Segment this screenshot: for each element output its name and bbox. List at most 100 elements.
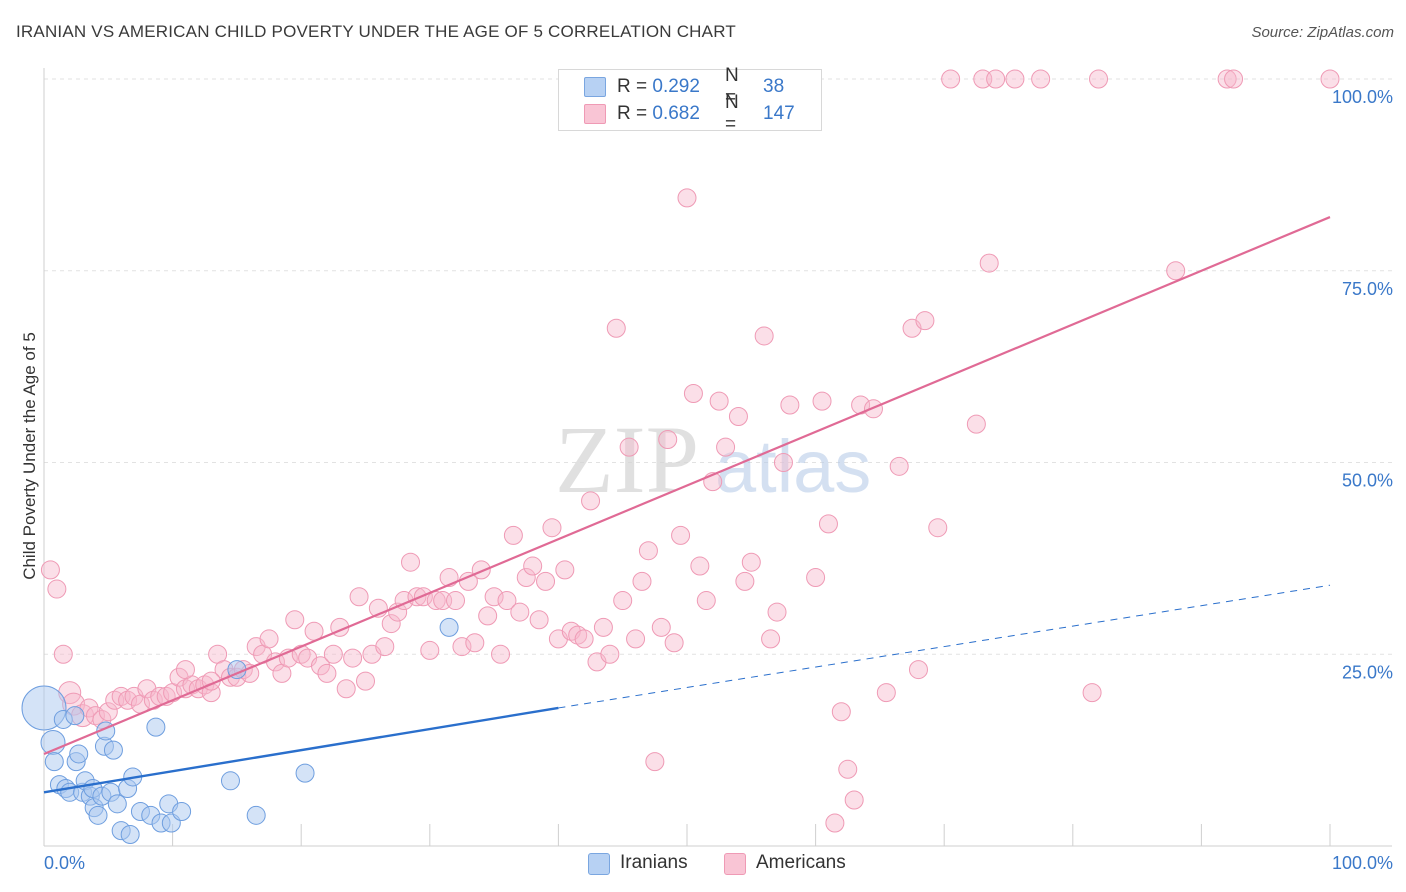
americans-point: [1089, 69, 1109, 89]
americans-point: [484, 587, 504, 607]
iranians-point: [146, 717, 166, 737]
americans-point: [1082, 683, 1102, 703]
americans-point: [47, 579, 67, 599]
y-tick-label: 25.0%: [1342, 662, 1393, 682]
americans-point: [966, 414, 986, 434]
americans-point: [465, 633, 485, 653]
americans-point: [664, 633, 684, 653]
americans-point: [645, 752, 665, 772]
americans-point: [889, 456, 909, 476]
americans-point: [780, 395, 800, 415]
americans-point: [452, 637, 472, 657]
iranians-point: [69, 744, 89, 764]
americans-point: [497, 591, 517, 611]
americans-point: [356, 671, 375, 691]
watermark-zip: ZIP: [555, 406, 699, 513]
americans-point: [529, 610, 549, 630]
americans-point: [709, 391, 729, 411]
americans-point: [716, 437, 736, 457]
iranians-legend-swatch: [588, 853, 610, 875]
r-value: 0.682: [652, 103, 700, 124]
chart-title: IRANIAN VS AMERICAN CHILD POVERTY UNDER …: [16, 22, 736, 41]
americans-point: [323, 644, 343, 664]
americans-point: [741, 552, 761, 572]
americans-point: [446, 591, 466, 611]
iranians-point: [120, 824, 140, 844]
iranians-trend-extension: [558, 584, 1331, 709]
americans-point: [285, 610, 305, 630]
americans-point: [754, 326, 774, 346]
americans-point: [381, 614, 401, 634]
americans-point: [876, 683, 896, 703]
americans-point: [317, 663, 337, 683]
stats-legend: R = 0.292 N = 38 R = 0.682 N = 147: [558, 65, 822, 135]
americans-point: [98, 702, 118, 722]
americans-point: [1224, 69, 1244, 89]
r-label: R =: [617, 76, 653, 97]
axes: [43, 68, 1392, 847]
iranians-point: [107, 794, 127, 814]
americans-legend-label: Americans: [756, 852, 846, 873]
americans-point: [426, 591, 446, 611]
americans-point: [773, 453, 793, 472]
americans-point: [1217, 69, 1237, 89]
source-label: Source: ZipAtlas.com: [1251, 24, 1394, 41]
y-axis-label: Child Poverty Under the Age of 5: [20, 332, 39, 580]
iranians-point: [103, 740, 123, 760]
iranians-point: [439, 617, 459, 637]
americans-point: [1166, 261, 1186, 281]
americans-point: [915, 311, 935, 331]
n-label: N =: [725, 65, 739, 108]
y-tick-label: 100.0%: [1332, 87, 1393, 107]
iranians-point: [44, 752, 64, 772]
americans-trend-line: [43, 216, 1331, 755]
americans-point: [510, 602, 530, 622]
americans-point: [941, 69, 961, 89]
americans-point: [651, 617, 671, 637]
watermark-atlas: atlas: [715, 425, 871, 508]
americans-point: [658, 429, 678, 449]
americans-point: [825, 813, 845, 833]
americans-point: [626, 629, 646, 649]
americans-point: [838, 759, 858, 779]
iranians-point: [88, 805, 108, 825]
americans-point: [516, 568, 536, 588]
americans-point: [696, 591, 716, 611]
americans-point: [638, 541, 658, 561]
americans-point: [600, 644, 620, 664]
americans-point: [491, 644, 511, 664]
americans-point: [767, 602, 787, 622]
americans-point: [683, 383, 703, 403]
iranians-legend-label: Iranians: [620, 852, 688, 873]
americans-point: [831, 702, 851, 722]
trend-lines: [43, 216, 1331, 794]
americans-point: [928, 518, 948, 538]
americans-point: [986, 69, 1006, 89]
americans-point: [761, 629, 781, 649]
iranians-point: [246, 805, 266, 825]
y-tick-label: 50.0%: [1342, 471, 1393, 491]
americans-legend-swatch: [724, 853, 746, 875]
americans-point: [613, 591, 633, 611]
americans-point: [671, 525, 691, 545]
americans-point: [581, 491, 601, 511]
americans-point: [806, 568, 826, 588]
y-tick-label: 75.0%: [1342, 279, 1393, 299]
iranians-swatch: [584, 77, 606, 97]
iranians-trend-line: [43, 706, 559, 794]
grid-lines: [44, 78, 1392, 655]
americans-point: [420, 640, 440, 660]
americans-point: [1031, 69, 1051, 89]
americans-point: [632, 571, 652, 591]
iranians-point: [65, 706, 85, 726]
americans-point: [40, 560, 60, 580]
tick-labels: 100.0% 75.0% 50.0% 25.0% 0.0% 100.0%: [44, 87, 1393, 873]
americans-point: [375, 637, 395, 657]
r-value: 0.292: [652, 76, 700, 97]
americans-point: [401, 552, 421, 572]
n-value: 38: [763, 76, 785, 97]
americans-point: [536, 571, 556, 591]
americans-point: [53, 644, 73, 664]
americans-point: [574, 629, 594, 649]
iranians-point: [172, 801, 192, 821]
